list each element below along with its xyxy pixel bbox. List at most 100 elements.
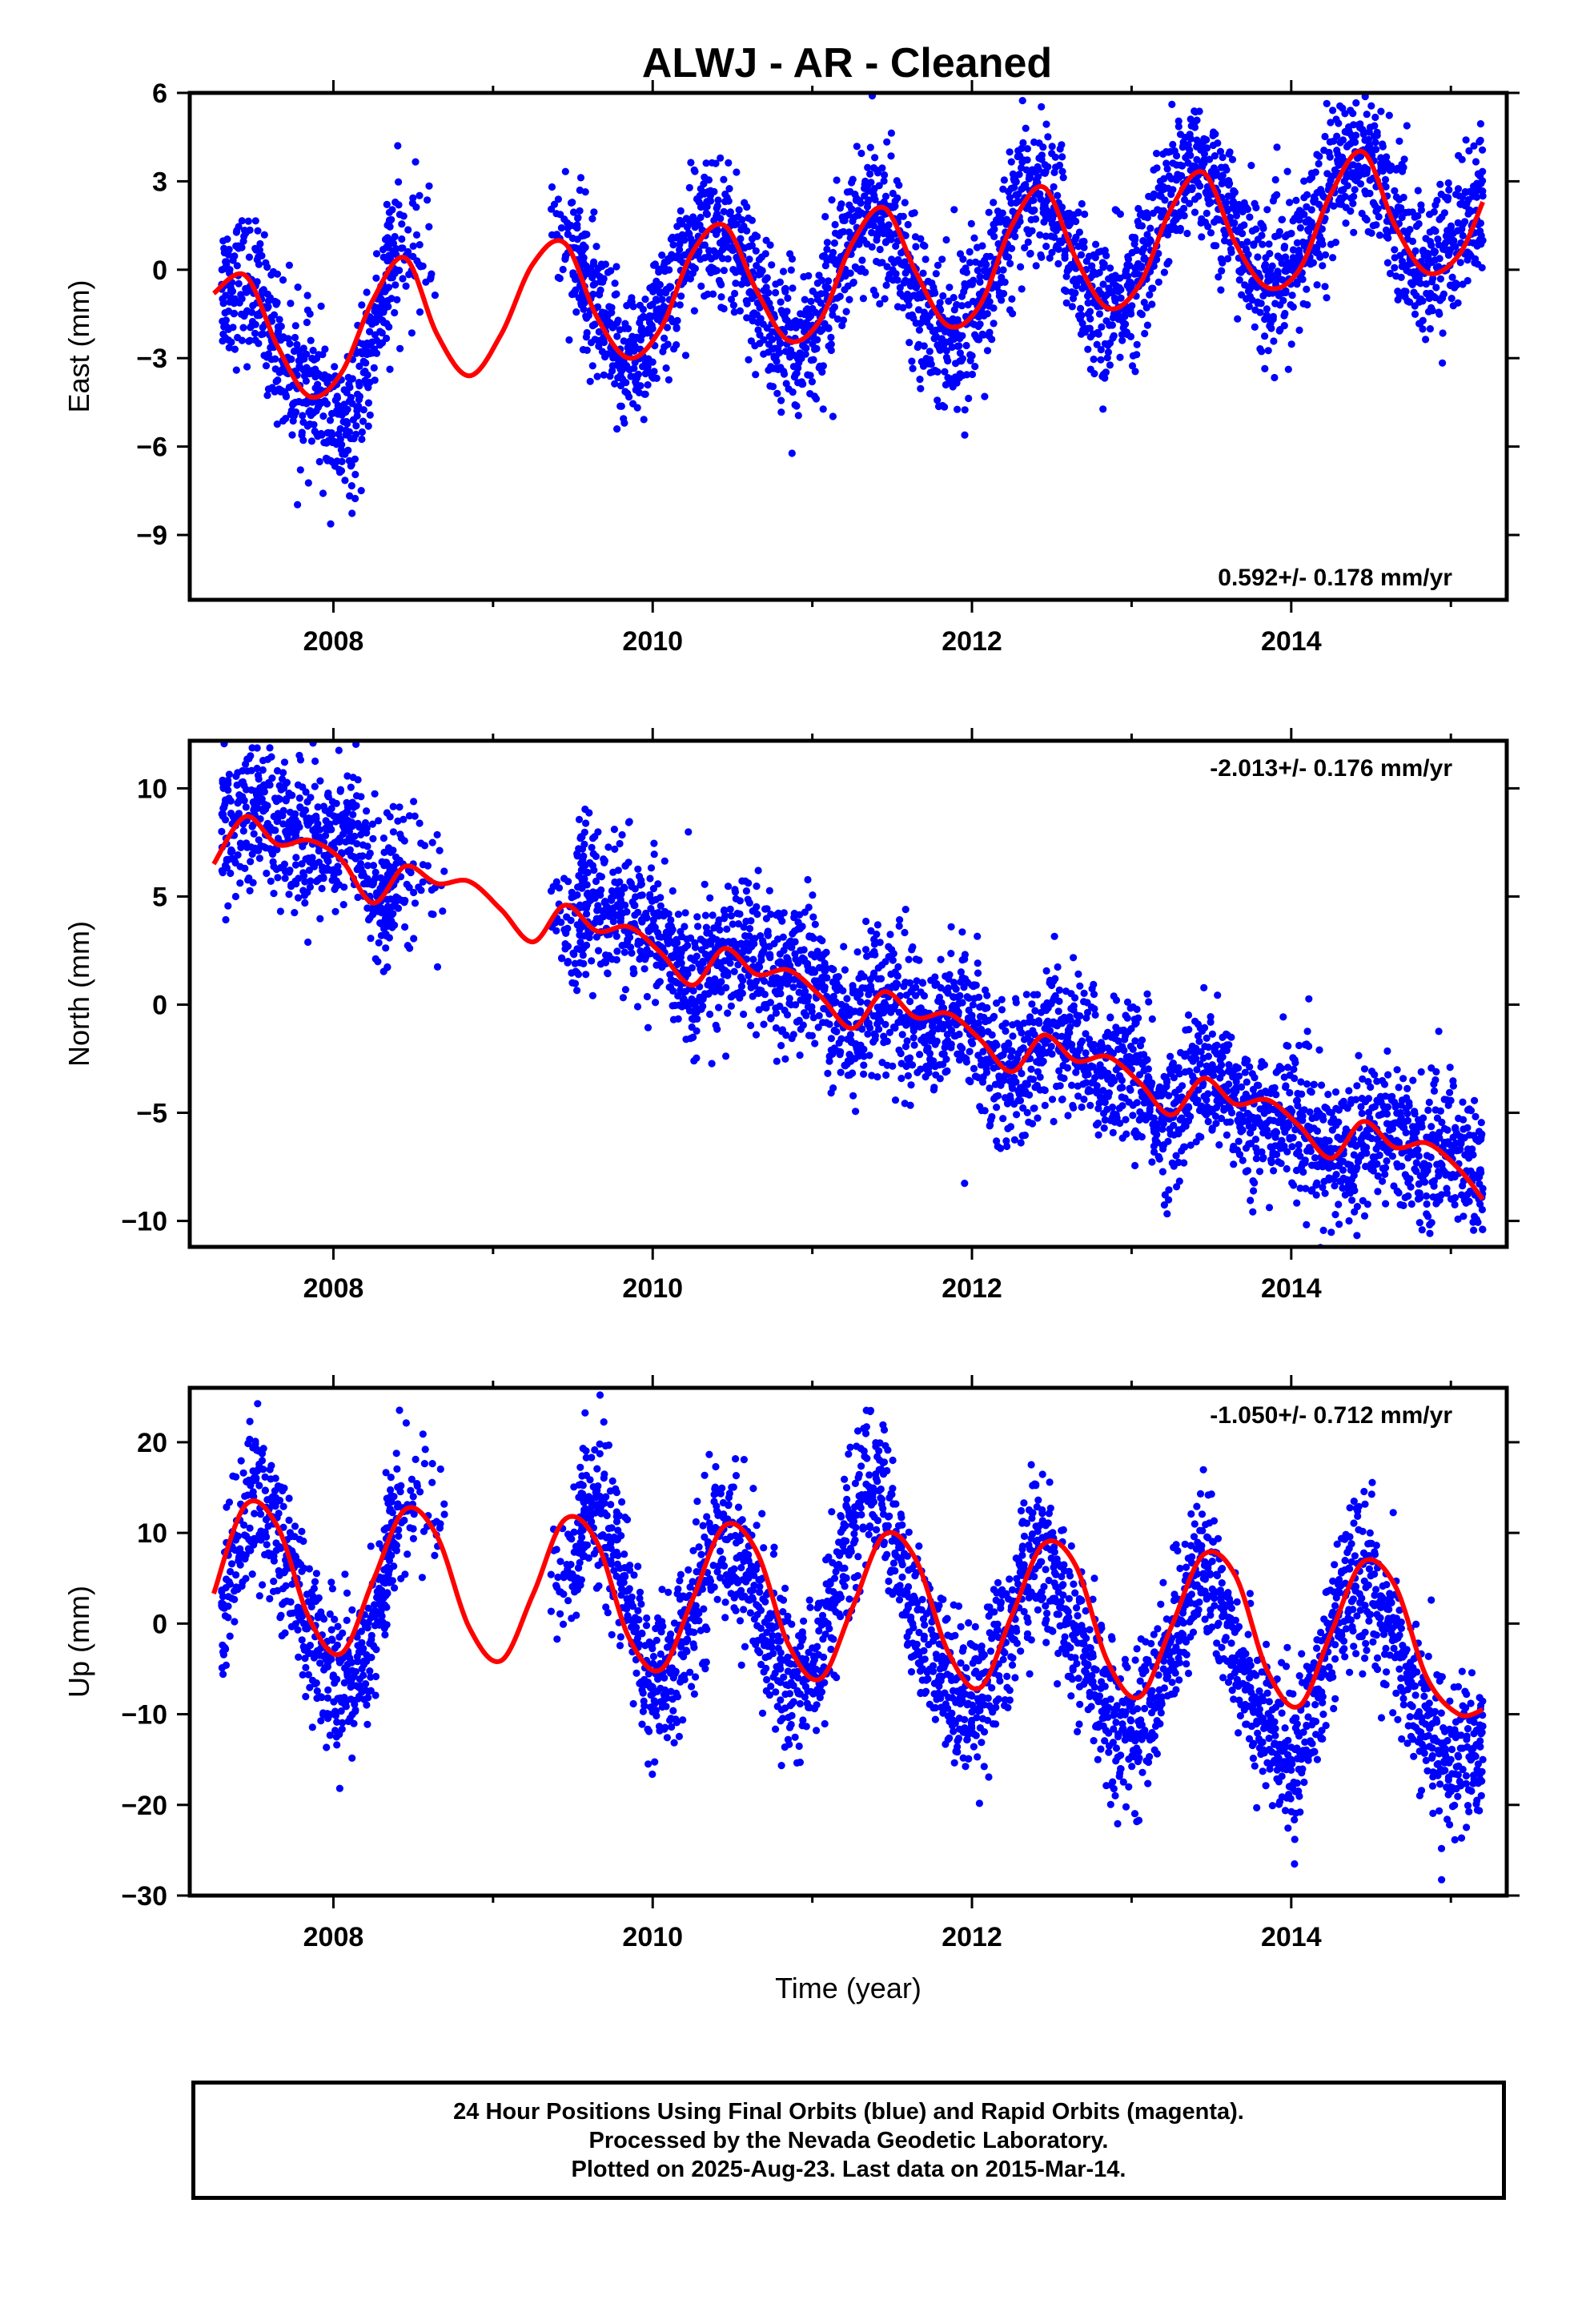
north-point bbox=[363, 842, 371, 850]
east-point bbox=[1061, 254, 1069, 262]
east-point bbox=[351, 470, 359, 479]
east-point bbox=[299, 436, 307, 444]
east-ytick-label: −6 bbox=[136, 432, 167, 463]
north-point bbox=[717, 988, 725, 996]
east-point bbox=[1074, 208, 1082, 216]
east-point bbox=[805, 271, 813, 279]
north-point bbox=[646, 875, 654, 883]
east-point bbox=[1142, 304, 1150, 312]
east-point bbox=[910, 209, 918, 217]
east-point bbox=[1352, 131, 1360, 139]
north-point bbox=[424, 862, 432, 870]
north-point bbox=[227, 797, 235, 805]
east-point bbox=[1058, 203, 1066, 211]
east-point bbox=[1039, 143, 1047, 151]
east-point bbox=[1117, 294, 1125, 302]
north-point bbox=[597, 886, 605, 894]
east-point bbox=[934, 368, 942, 376]
east-point bbox=[1131, 368, 1139, 376]
east-point bbox=[386, 365, 394, 373]
east-point bbox=[1126, 262, 1134, 270]
north-point bbox=[687, 934, 695, 942]
east-point bbox=[1173, 151, 1181, 160]
east-point bbox=[402, 282, 410, 290]
east-point bbox=[1414, 212, 1422, 220]
east-point bbox=[412, 231, 421, 239]
east-point bbox=[695, 247, 703, 255]
east-point bbox=[932, 270, 940, 278]
north-point bbox=[322, 831, 330, 839]
east-point bbox=[1182, 80, 1189, 87]
north-point bbox=[236, 879, 244, 887]
east-point bbox=[1176, 224, 1184, 232]
east-point bbox=[303, 350, 311, 358]
east-point bbox=[273, 299, 281, 307]
north-point bbox=[353, 840, 361, 848]
east-point bbox=[1118, 336, 1126, 344]
east-point bbox=[1143, 214, 1151, 222]
east-point bbox=[1436, 180, 1444, 188]
east-point bbox=[872, 291, 880, 299]
north-point bbox=[604, 843, 612, 851]
north-point bbox=[248, 822, 256, 830]
east-point bbox=[405, 271, 413, 279]
east-point bbox=[1195, 107, 1203, 115]
east-point bbox=[1375, 213, 1383, 221]
east-point bbox=[561, 167, 569, 175]
north-point bbox=[815, 1011, 823, 1019]
east-point bbox=[801, 344, 809, 352]
east-point bbox=[777, 340, 785, 348]
north-point bbox=[829, 1084, 837, 1092]
north-point bbox=[837, 1047, 845, 1056]
north-point bbox=[761, 977, 769, 985]
east-point bbox=[966, 247, 974, 256]
east-point bbox=[701, 241, 709, 249]
east-point bbox=[962, 341, 970, 350]
east-point bbox=[985, 208, 993, 216]
east-point bbox=[620, 419, 628, 427]
north-point bbox=[727, 1002, 736, 1010]
east-point bbox=[1203, 209, 1211, 217]
east-point bbox=[1097, 346, 1105, 354]
east-point bbox=[1465, 147, 1473, 155]
north-point bbox=[291, 861, 300, 869]
east-point bbox=[641, 390, 649, 398]
east-point bbox=[1351, 138, 1359, 147]
north-point bbox=[673, 939, 681, 947]
east-point bbox=[588, 215, 596, 223]
north-point bbox=[757, 956, 765, 964]
east-point bbox=[859, 295, 867, 303]
east-point bbox=[730, 308, 738, 316]
east-point bbox=[400, 212, 408, 220]
north-point bbox=[374, 958, 382, 966]
east-point bbox=[416, 308, 424, 316]
north-point bbox=[767, 1015, 775, 1023]
north-point bbox=[250, 830, 258, 838]
east-point bbox=[617, 402, 625, 410]
east-point bbox=[636, 382, 644, 390]
east-point bbox=[358, 301, 366, 309]
east-point bbox=[658, 251, 666, 259]
east-point bbox=[1282, 253, 1290, 261]
east-point bbox=[603, 350, 612, 358]
north-point bbox=[777, 990, 785, 998]
east-point bbox=[864, 163, 872, 171]
north-point bbox=[726, 905, 734, 913]
east-point bbox=[1333, 132, 1341, 140]
east-point bbox=[1124, 255, 1133, 263]
north-point bbox=[780, 909, 788, 917]
north-point bbox=[631, 885, 639, 893]
east-point bbox=[1219, 259, 1227, 267]
north-point bbox=[669, 887, 677, 895]
north-point bbox=[409, 798, 418, 806]
east-point bbox=[842, 308, 850, 316]
north-point bbox=[681, 923, 689, 931]
east-point bbox=[1058, 153, 1066, 161]
east-point bbox=[1258, 231, 1266, 239]
east-point bbox=[909, 364, 917, 372]
east-point bbox=[1445, 186, 1453, 194]
east-point bbox=[1216, 147, 1225, 155]
north-point bbox=[310, 862, 319, 870]
east-point bbox=[416, 263, 424, 271]
east-point bbox=[1223, 166, 1231, 174]
